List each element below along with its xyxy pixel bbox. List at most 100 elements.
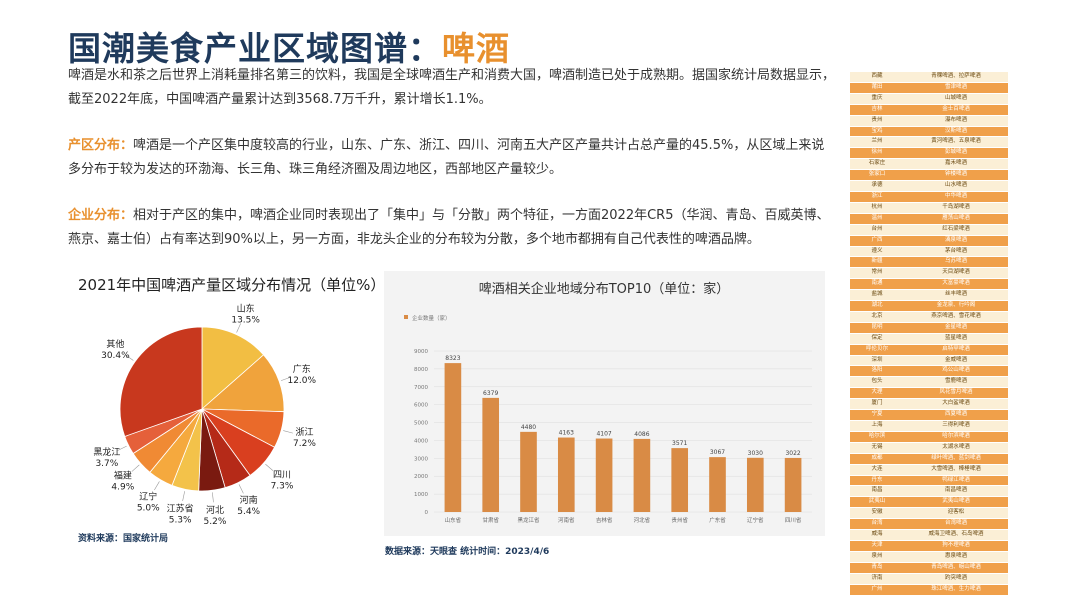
table-cell-city: 杭州 xyxy=(850,202,904,214)
x-tick-label: 河南省 xyxy=(558,516,575,524)
table-cell-city: 哈尔滨 xyxy=(850,431,904,443)
x-tick-label: 山东省 xyxy=(445,516,462,524)
bar-value-label: 4107 xyxy=(596,431,611,438)
table-cell-brand: 金士百啤酒 xyxy=(904,104,1008,116)
table-cell-brand: 钟楼啤酒 xyxy=(904,169,1008,182)
pie-slice-label: 河北 xyxy=(206,504,224,516)
table-cell-city: 湖北 xyxy=(850,300,904,312)
bar-9 xyxy=(784,457,802,512)
table-cell-brand: 鸭绿江啤酒 xyxy=(904,475,1008,487)
bar-value-label: 3067 xyxy=(710,449,725,456)
bar-value-label: 8323 xyxy=(445,355,460,362)
table-row: 北京 燕京啤酒、雪花啤酒 xyxy=(850,311,1008,323)
x-tick-label: 贵州省 xyxy=(671,516,688,524)
table-cell-city: 泉州 xyxy=(850,551,904,563)
region-paragraph: 产区分布：啤酒是一个产区集中度较高的行业，山东、广东、浙江、四川、河南五大产区产… xyxy=(68,134,836,182)
table-cell-brand: 风花雪月啤酒 xyxy=(904,387,1008,400)
table-cell-brand: 山水啤酒 xyxy=(904,180,1008,192)
bar-4 xyxy=(595,438,613,512)
pie-slice-value: 12.0% xyxy=(287,376,316,386)
pie-leader-line xyxy=(211,492,214,503)
table-row: 大理 风花雪月啤酒 xyxy=(850,387,1008,400)
pie-slice-value: 5.2% xyxy=(204,517,227,527)
table-row: 温州 雁荡山啤酒 xyxy=(850,213,1008,225)
y-tick-label: 1000 xyxy=(414,492,428,498)
bar-7 xyxy=(709,457,726,512)
bar-1 xyxy=(482,397,500,512)
table-cell-brand: 燕京啤酒、雪花啤酒 xyxy=(904,311,1008,323)
table-row: 洛阳 鸡公山啤酒 xyxy=(850,365,1008,378)
pie-slice-value: 13.5% xyxy=(231,315,260,325)
x-tick-label: 广东省 xyxy=(709,516,726,524)
table-cell-brand: 青稞啤酒、拉萨啤酒 xyxy=(904,72,1008,83)
pie-slice-1 xyxy=(200,354,285,413)
intro-paragraph: 啤酒是水和茶之后世界上消耗量排名第三的饮料，我国是全球啤酒生产和消费大国，啤酒制… xyxy=(68,68,836,107)
table-cell-city: 西藏 xyxy=(850,72,904,83)
pie-leader-line xyxy=(125,354,134,361)
table-cell-brand: 台湾啤酒 xyxy=(904,518,1008,531)
table-row: 昆明 金星啤酒 xyxy=(850,322,1008,334)
y-tick-label: 7000 xyxy=(414,385,428,391)
table-cell-brand: 雪津啤酒 xyxy=(904,82,1008,94)
table-cell-brand: 彭城啤酒 xyxy=(904,147,1008,160)
table-row: 常州 天目湖啤酒 xyxy=(850,267,1008,280)
table-row: 泉州 惠泉啤酒 xyxy=(850,551,1008,563)
table-row: 徐州 彭城啤酒 xyxy=(850,147,1008,160)
table-cell-brand: 金龙泉、行吟阁 xyxy=(904,300,1008,312)
table-row: 济南 趵突啤酒 xyxy=(850,573,1008,585)
y-tick-label: 9000 xyxy=(414,349,428,355)
table-row: 成都 绿叶啤酒、蓝剑啤酒 xyxy=(850,453,1008,465)
pie-leader-line xyxy=(236,323,241,333)
pie-slice-0 xyxy=(201,326,265,410)
table-cell-city: 武夷山 xyxy=(850,496,904,509)
bar-value-label: 4163 xyxy=(559,430,574,437)
table-cell-brand: 山城啤酒 xyxy=(904,93,1008,105)
bar-chart-panel: 啤酒相关企业地域分布TOP10（单位：家） 企业数量（家） 0 1000 2000 3… xyxy=(384,271,825,536)
table-cell-brand: 千岛湖啤酒 xyxy=(904,202,1008,214)
x-tick-label: 河北省 xyxy=(634,516,651,524)
y-tick-label: 4000 xyxy=(414,438,428,444)
page-title: 国潮美食产业区域图谱：啤酒 xyxy=(68,22,510,70)
bar-3 xyxy=(557,437,575,512)
table-cell-brand: 三得利啤酒 xyxy=(904,420,1008,432)
pie-slice-value: 5.3% xyxy=(169,516,192,526)
table-cell-city: 包头 xyxy=(850,376,904,389)
table-cell-brand: 中华啤酒 xyxy=(904,191,1008,203)
table-cell-brand: 金星啤酒 xyxy=(904,322,1008,334)
table-row: 宝鸡 汉斯啤酒 xyxy=(850,126,1008,138)
table-cell-city: 重庆 xyxy=(850,93,904,105)
table-cell-brand: 哈尔滨啤酒 xyxy=(904,431,1008,443)
table-cell-brand: 惠泉啤酒 xyxy=(904,551,1008,563)
bar-5 xyxy=(633,438,651,512)
table-row: 杭州 千岛湖啤酒 xyxy=(850,202,1008,214)
pie-slice-value: 5.4% xyxy=(237,507,260,517)
table-cell-city: 兰州 xyxy=(850,136,904,149)
bar-6 xyxy=(671,448,689,512)
pie-slice-value: 7.3% xyxy=(271,482,294,492)
bar-value-label: 4086 xyxy=(634,431,649,438)
pie-leader-line xyxy=(238,484,244,494)
table-row: 青岛 青岛啤酒、崂山啤酒 xyxy=(850,562,1008,574)
table-cell-city: 济南 xyxy=(850,573,904,585)
y-tick-label: 0 xyxy=(425,510,429,516)
x-tick-label: 辽宁省 xyxy=(747,516,764,524)
table-row: 承德 山水啤酒 xyxy=(850,180,1008,192)
table-row: 广西 漓泉啤酒 xyxy=(850,235,1008,247)
x-tick-label: 四川省 xyxy=(785,516,802,524)
table-cell-brand: 太湖水啤酒 xyxy=(904,442,1008,454)
bar-2 xyxy=(520,431,537,512)
table-row: 深圳 金威啤酒 xyxy=(850,355,1008,367)
table-row: 安徽 迎客松 xyxy=(850,507,1008,520)
table-cell-city: 石家庄 xyxy=(850,158,904,171)
table-cell-brand: 青岛啤酒、崂山啤酒 xyxy=(904,562,1008,574)
table-row: 南昌 南昌啤酒 xyxy=(850,485,1008,498)
pie-slice-label: 浙江 xyxy=(295,426,313,438)
table-row: 吉林 金士百啤酒 xyxy=(850,104,1008,116)
table-cell-brand: 迎客松 xyxy=(904,507,1008,520)
table-row: 宁夏 西夏啤酒 xyxy=(850,409,1008,421)
table-row: 石家庄 嘉禾啤酒 xyxy=(850,158,1008,171)
table-cell-brand: 西夏啤酒 xyxy=(904,409,1008,421)
pie-source: 资料来源：国家统计局 xyxy=(78,534,169,544)
table-cell-city: 新疆 xyxy=(850,256,904,269)
